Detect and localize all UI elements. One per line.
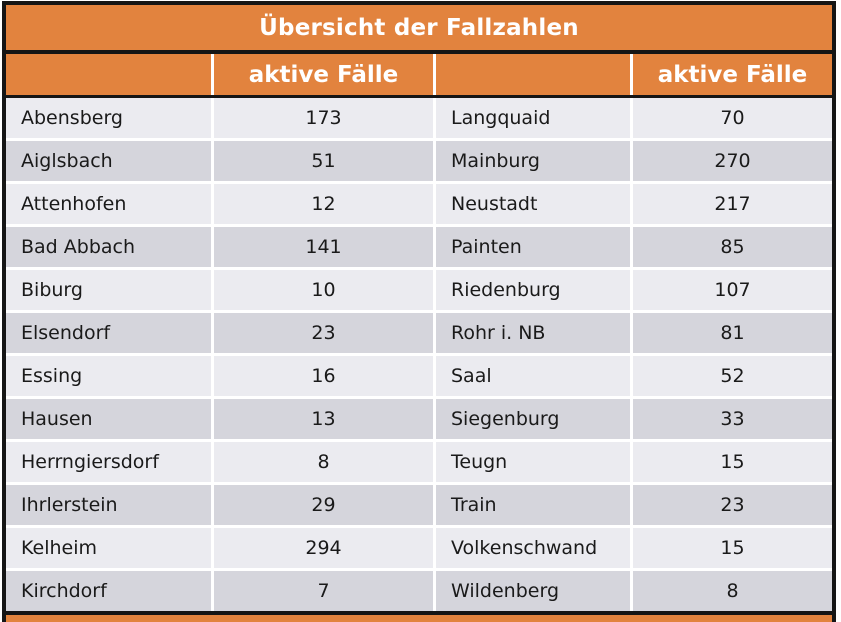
case-count-cell: 173 <box>214 98 433 138</box>
table-row: Kirchdorf 7 Wildenberg 8 <box>6 571 832 611</box>
case-count-cell: 29 <box>214 485 433 525</box>
case-count-cell: 7 <box>214 571 433 611</box>
divider-above-footer <box>6 611 832 615</box>
table-row: Herrngiersdorf 8 Teugn 15 <box>6 442 832 482</box>
municipality-name-cell: Langquaid <box>436 98 630 138</box>
case-count-cell: 270 <box>633 141 832 181</box>
table-row: Essing 16 Saal 52 <box>6 356 832 396</box>
municipality-name-cell: Neustadt <box>436 184 630 224</box>
table-row: Aiglsbach 51 Mainburg 270 <box>6 141 832 181</box>
municipality-name-cell: Saal <box>436 356 630 396</box>
table-title: Übersicht der Fallzahlen <box>6 5 832 50</box>
header-left-value-cell: aktive Fälle <box>214 54 433 95</box>
municipality-name-cell: Hausen <box>6 399 211 439</box>
municipality-name-cell: Kirchdorf <box>6 571 211 611</box>
municipality-name-cell: Biburg <box>6 270 211 310</box>
case-count-cell: 107 <box>633 270 832 310</box>
case-count-cell: 10 <box>214 270 433 310</box>
case-count-cell: 51 <box>214 141 433 181</box>
case-count-cell: 81 <box>633 313 832 353</box>
header-right-name-cell <box>436 54 630 95</box>
table-row: Kelheim 294 Volkenschwand 15 <box>6 528 832 568</box>
case-count-cell: 15 <box>633 442 832 482</box>
case-count-cell: 15 <box>633 528 832 568</box>
case-count-cell: 141 <box>214 227 433 267</box>
case-count-cell: 23 <box>214 313 433 353</box>
case-count-cell: 8 <box>214 442 433 482</box>
municipality-name-cell: Rohr i. NB <box>436 313 630 353</box>
municipality-name-cell: Attenhofen <box>6 184 211 224</box>
municipality-name-cell: Bad Abbach <box>6 227 211 267</box>
municipality-name-cell: Train <box>436 485 630 525</box>
table-row: Hausen 13 Siegenburg 33 <box>6 399 832 439</box>
municipality-name-cell: Kelheim <box>6 528 211 568</box>
table-header-row: aktive Fälle aktive Fälle <box>6 54 832 95</box>
divider-under-title <box>6 50 832 54</box>
case-count-cell: 13 <box>214 399 433 439</box>
municipality-name-cell: Wildenberg <box>436 571 630 611</box>
case-count-cell: 294 <box>214 528 433 568</box>
municipality-name-cell: Painten <box>436 227 630 267</box>
municipality-name-cell: Essing <box>6 356 211 396</box>
municipality-name-cell: Siegenburg <box>436 399 630 439</box>
municipality-name-cell: Teugn <box>436 442 630 482</box>
table-row: Ihrlerstein 29 Train 23 <box>6 485 832 525</box>
case-count-cell: 217 <box>633 184 832 224</box>
case-count-cell: 16 <box>214 356 433 396</box>
case-count-cell: 12 <box>214 184 433 224</box>
case-count-cell: 52 <box>633 356 832 396</box>
case-count-cell: 8 <box>633 571 832 611</box>
table-body: Abensberg 173 Langquaid 70 Aiglsbach 51 … <box>6 98 832 611</box>
table-row: Bad Abbach 141 Painten 85 <box>6 227 832 267</box>
municipality-name-cell: Mainburg <box>436 141 630 181</box>
table-row: Biburg 10 Riedenburg 107 <box>6 270 832 310</box>
table-row: Attenhofen 12 Neustadt 217 <box>6 184 832 224</box>
municipality-name-cell: Elsendorf <box>6 313 211 353</box>
case-count-cell: 85 <box>633 227 832 267</box>
municipality-name-cell: Aiglsbach <box>6 141 211 181</box>
case-count-cell: 70 <box>633 98 832 138</box>
municipality-name-cell: Herrngiersdorf <box>6 442 211 482</box>
case-count-cell: 23 <box>633 485 832 525</box>
municipality-name-cell: Volkenschwand <box>436 528 630 568</box>
header-right-value-cell: aktive Fälle <box>633 54 832 95</box>
header-left-name-cell <box>6 54 211 95</box>
table-row: Elsendorf 23 Rohr i. NB 81 <box>6 313 832 353</box>
footer-orange-strip <box>6 615 832 622</box>
case-count-cell: 33 <box>633 399 832 439</box>
municipality-name-cell: Ihrlerstein <box>6 485 211 525</box>
divider-under-header <box>6 95 832 98</box>
table-row: Abensberg 173 Langquaid 70 <box>6 98 832 138</box>
municipality-name-cell: Riedenburg <box>436 270 630 310</box>
municipality-name-cell: Abensberg <box>6 98 211 138</box>
